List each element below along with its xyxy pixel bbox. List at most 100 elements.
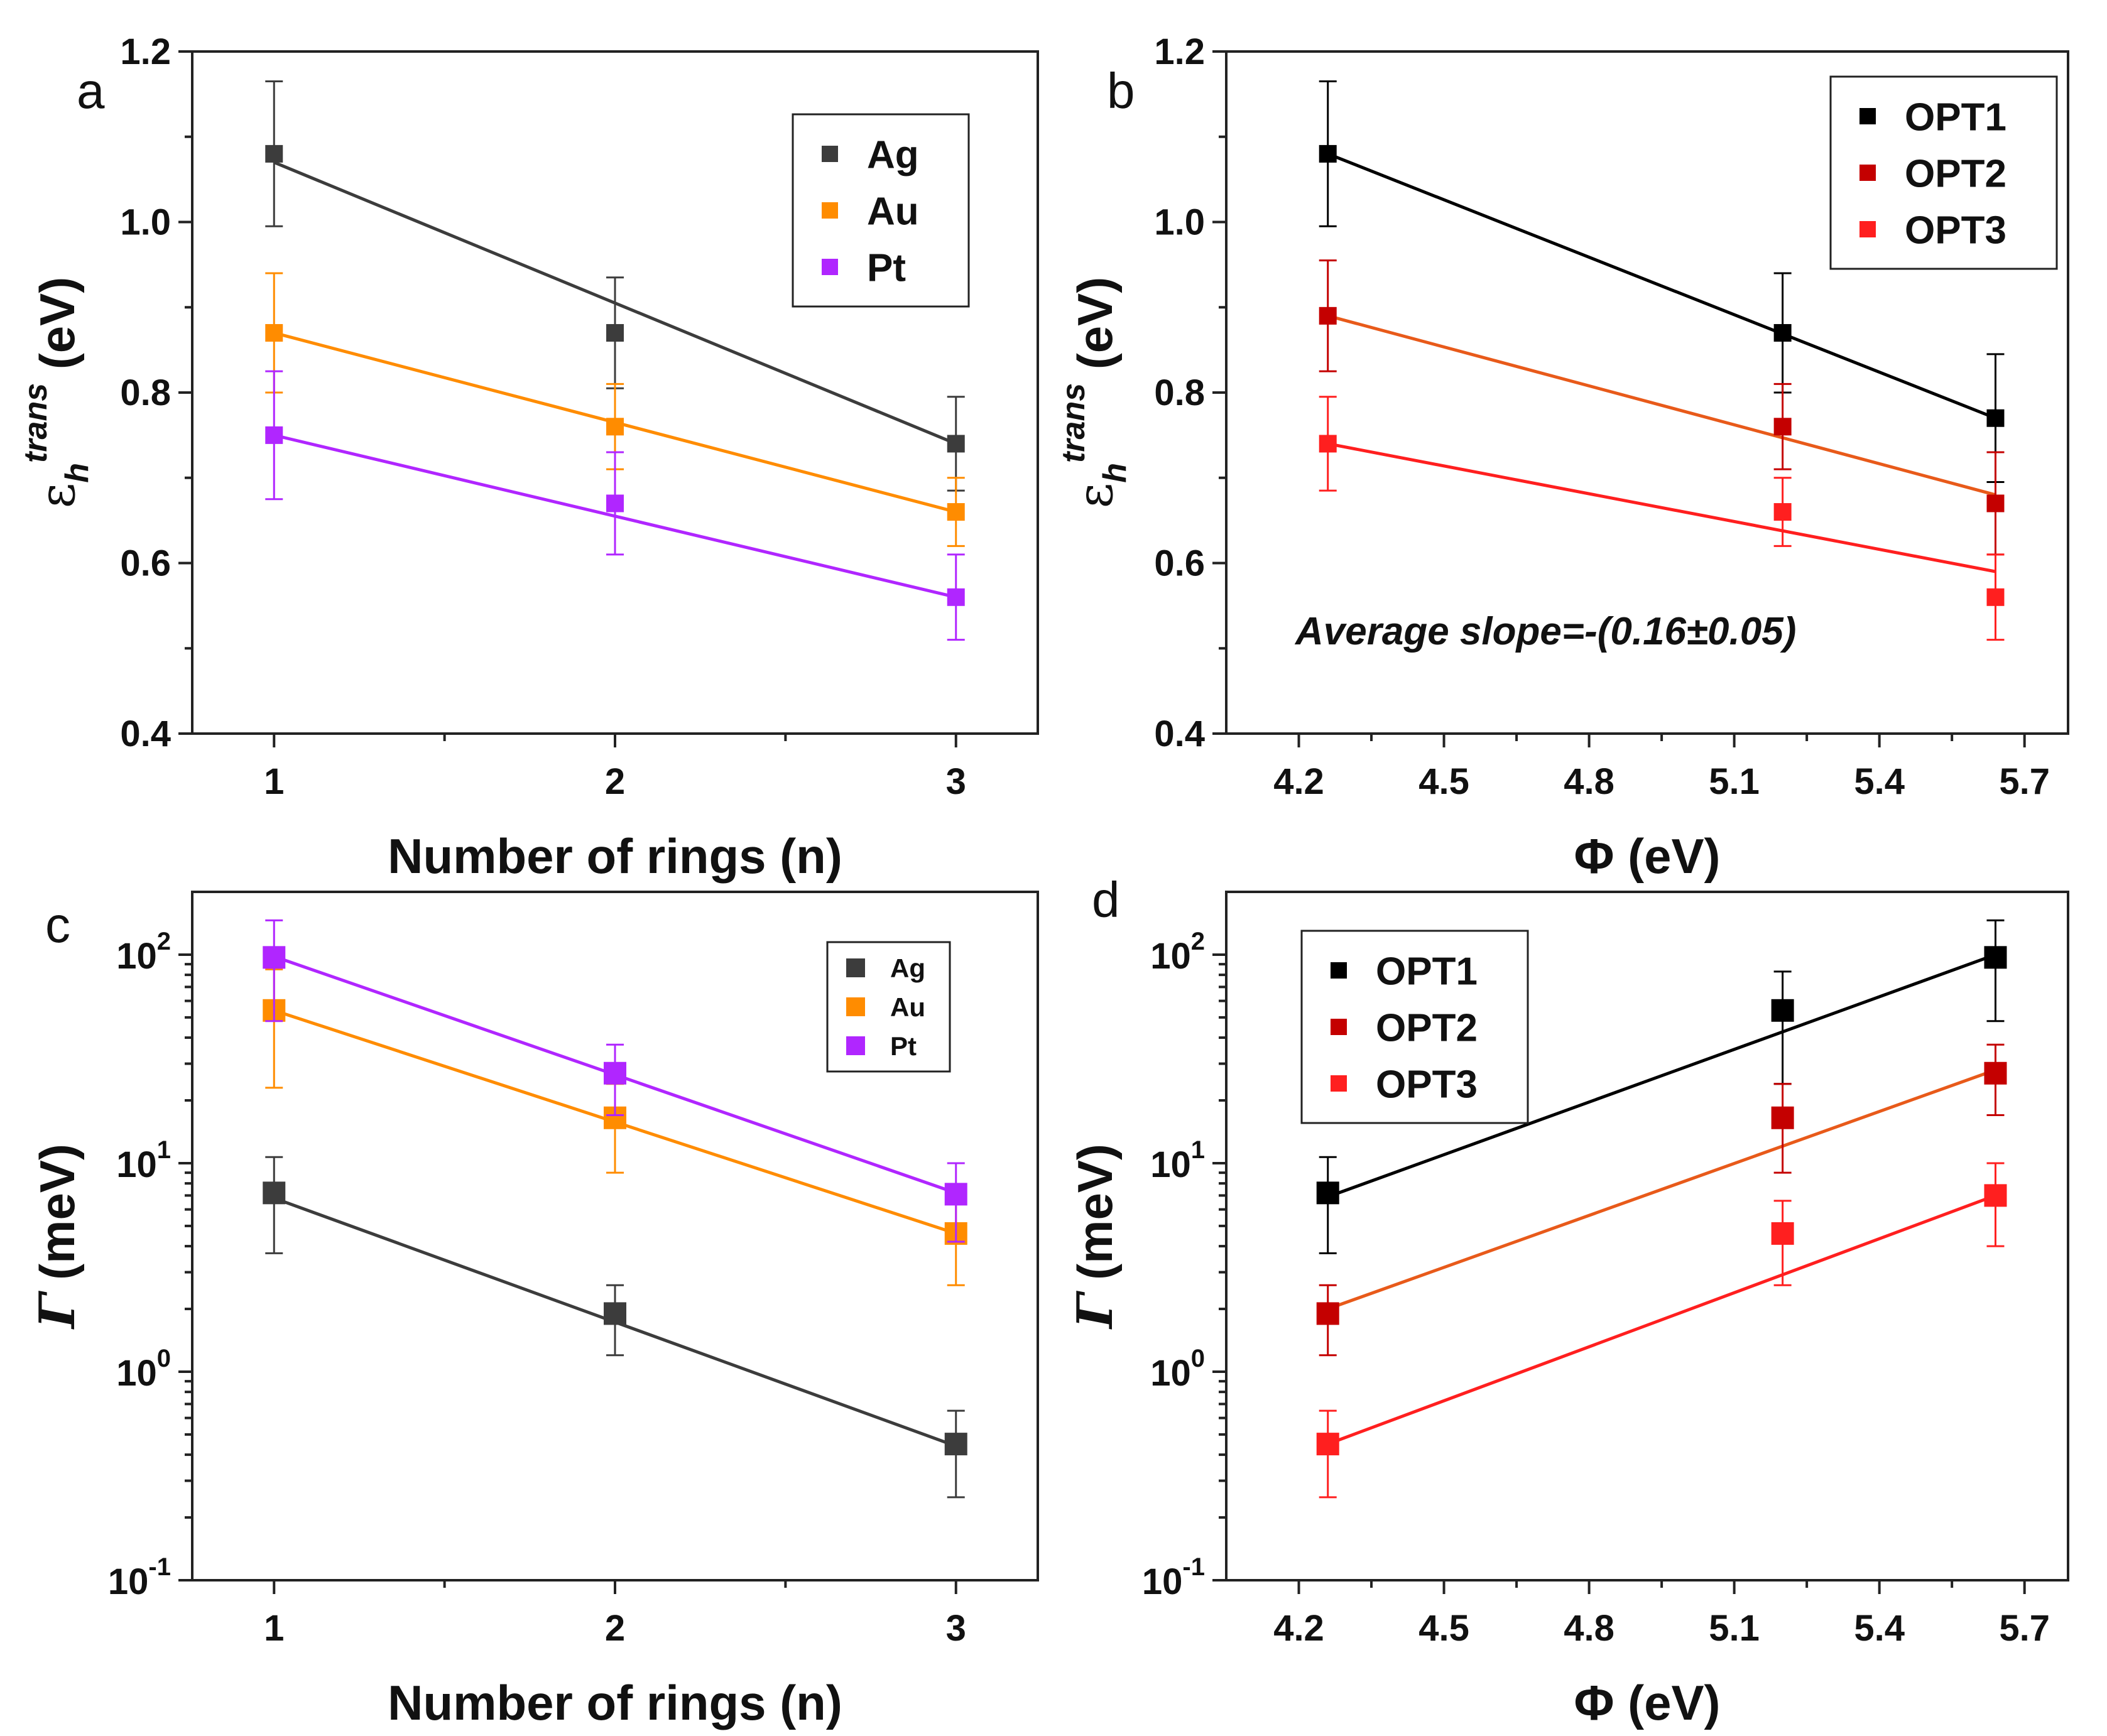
data-point <box>1986 494 2005 513</box>
data-point <box>263 1181 286 1205</box>
y-tick-label: 100 <box>116 1345 171 1394</box>
data-point <box>265 323 283 342</box>
y-tick-base: 10 <box>108 1561 149 1602</box>
legend-marker <box>822 202 838 219</box>
data-point <box>604 1302 626 1325</box>
legend-label: Pt <box>867 246 906 290</box>
legend-label: OPT1 <box>1905 95 2006 139</box>
y-axis-label: Γ (meV) <box>29 1144 86 1330</box>
y-tick-label: 101 <box>1150 1136 1205 1185</box>
y-tick-base: 10 <box>116 1144 157 1185</box>
panel-a: 1 2 3 0.4 0.6 0.8 1.0 1.2 Number of rings (n) εht… <box>18 31 1039 884</box>
x-tick-label: 4.5 <box>1418 1608 1469 1649</box>
y-tick-base: 10 <box>116 936 157 977</box>
data-point <box>263 946 286 969</box>
x-tick-label: 5.4 <box>1854 761 1905 802</box>
y-tick-label: 102 <box>116 928 171 977</box>
y-tick-label: 0.8 <box>1154 372 1205 413</box>
y-tick-exponent: 2 <box>1191 928 1205 955</box>
y-tick-label: 10-1 <box>108 1553 171 1602</box>
y-tick-label: 100 <box>1150 1345 1205 1394</box>
data-point <box>606 494 624 513</box>
legend-label: Au <box>890 992 925 1022</box>
data-point <box>1986 588 2005 606</box>
x-tick-label: 4.8 <box>1564 1608 1614 1649</box>
data-point <box>1316 1181 1339 1205</box>
legend-marker <box>1331 1075 1347 1092</box>
x-axis-label: Φ (eV) <box>1574 1675 1720 1730</box>
x-tick-label: 5.7 <box>1999 1608 2050 1649</box>
x-tick-label: 3 <box>946 761 966 802</box>
data-point <box>1771 1222 1794 1245</box>
x-tick-label: 4.2 <box>1273 761 1324 802</box>
y-tick-exponent: -1 <box>1182 1553 1205 1581</box>
y-tick-base: 10 <box>1150 1144 1191 1185</box>
y-tick-label: 0.4 <box>120 713 171 754</box>
data-point <box>947 503 965 521</box>
slope-annotation: Average slope=-(0.16±0.05) <box>1294 610 1796 653</box>
data-point <box>1773 418 1792 436</box>
series-Pt <box>265 370 965 641</box>
series-OPT3 <box>1319 396 2005 641</box>
x-tick-label: 4.2 <box>1273 1608 1324 1649</box>
legend-label: OPT1 <box>1376 950 1478 993</box>
data-point <box>1316 1433 1339 1456</box>
y-label-sup: trans <box>1055 383 1092 463</box>
data-point <box>947 435 965 453</box>
y-tick-exponent: 0 <box>1191 1345 1205 1372</box>
legend-marker <box>822 146 838 162</box>
y-tick-label: 1.0 <box>1154 202 1205 243</box>
x-axis-label: Number of rings (n) <box>388 828 842 884</box>
y-tick-exponent: 0 <box>157 1345 171 1372</box>
data-point <box>944 1433 967 1456</box>
x-axis-label: Φ (eV) <box>1574 828 1720 884</box>
fit-line <box>1327 442 1996 573</box>
fit-line <box>1327 1194 1996 1446</box>
y-tick-label: 101 <box>116 1136 171 1185</box>
y-tick-label: 0.4 <box>1154 713 1205 754</box>
y-tick-label: 10-1 <box>1142 1553 1205 1602</box>
x-tick-label: 3 <box>946 1608 966 1649</box>
y-tick-base: 10 <box>1150 1353 1191 1394</box>
fit-line <box>1327 1068 1996 1311</box>
legend-label: OPT2 <box>1905 152 2006 195</box>
series-Pt <box>263 919 967 1243</box>
x-tick-label: 5.1 <box>1709 761 1760 802</box>
data-point <box>1319 307 1337 325</box>
y-label-unit: (eV) <box>1067 277 1123 383</box>
panel-b: 4.2 4.5 4.8 5.1 5.4 5.7 0.4 0.6 0.8 1.0 1.2 Φ (eV) ε… <box>1055 31 2069 884</box>
data-point <box>265 144 283 163</box>
legend: OPT1 OPT2 OPT3 <box>1829 75 2058 270</box>
data-point <box>265 426 283 444</box>
legend-marker <box>822 259 838 275</box>
legend-marker <box>846 958 865 977</box>
data-point <box>1316 1302 1339 1325</box>
series-Ag <box>263 1156 967 1499</box>
legend-label: Pt <box>890 1031 917 1061</box>
y-label-sup: trans <box>18 383 54 463</box>
data-point <box>604 1061 626 1085</box>
panel-letter: d <box>1092 872 1120 928</box>
plot-frame <box>1225 891 2069 1581</box>
series-OPT1 <box>1319 80 2005 484</box>
series-OPT1 <box>1316 919 2007 1254</box>
x-tick-label: 4.5 <box>1418 761 1469 802</box>
legend: Ag Au Pt <box>826 941 951 1073</box>
legend-marker <box>846 1036 865 1055</box>
y-tick-label: 1.2 <box>120 31 171 72</box>
panel-letter: a <box>77 63 105 119</box>
legend-label: OPT2 <box>1376 1006 1478 1050</box>
y-axis-label: Γ (meV) <box>1067 1144 1124 1330</box>
legend-label: Ag <box>867 133 919 176</box>
y-label-unit: (meV) <box>1067 1144 1123 1293</box>
x-tick-label: 1 <box>264 1608 284 1649</box>
legend-label: OPT3 <box>1376 1063 1478 1106</box>
legend-box <box>826 941 951 1073</box>
series-Ag <box>265 80 965 492</box>
y-tick-label: 0.8 <box>120 372 171 413</box>
y-tick-base: 10 <box>1150 936 1191 977</box>
y-label-unit: (meV) <box>30 1144 85 1293</box>
